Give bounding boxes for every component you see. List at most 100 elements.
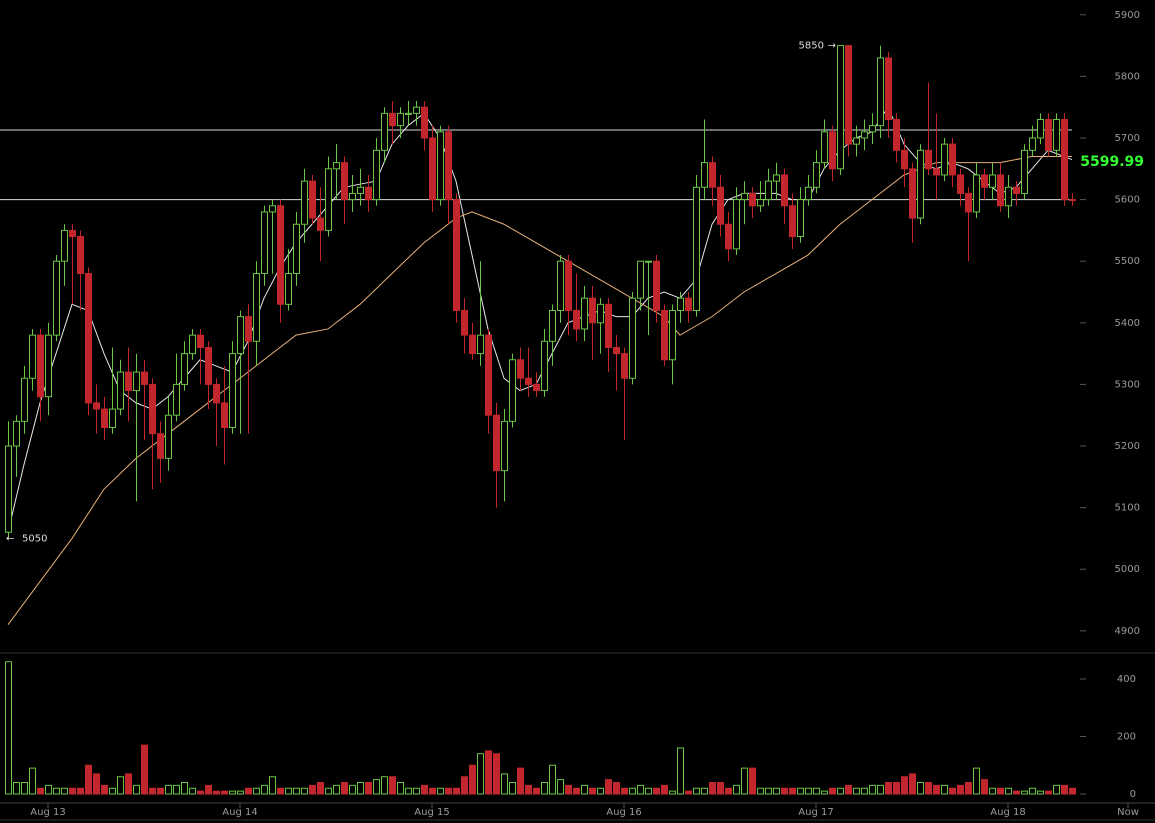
volume-bar — [117, 776, 124, 795]
volume-bar — [517, 767, 524, 795]
candle-body — [157, 433, 164, 459]
candle-body — [733, 199, 740, 250]
candle-body — [1005, 186, 1012, 207]
candle-body — [589, 297, 596, 324]
candle-body — [45, 334, 52, 398]
candle-body — [485, 334, 492, 416]
volume-bar — [677, 747, 684, 795]
volume-bar — [5, 661, 12, 795]
candle-body — [261, 211, 268, 275]
candle-body — [373, 149, 380, 201]
candle-body — [909, 168, 916, 219]
candle-body — [965, 192, 972, 213]
volume-bar — [941, 784, 948, 795]
candle-body — [837, 45, 844, 170]
volume-bar — [957, 784, 964, 795]
volume-bar — [1061, 784, 1068, 795]
volume-bar — [717, 782, 724, 795]
candle-body — [901, 149, 908, 170]
x-tick-label: Aug 13 — [30, 807, 65, 818]
volume-bar — [861, 787, 868, 795]
candle-body — [933, 168, 940, 176]
y-tick-label: 5600 — [1115, 195, 1140, 206]
candle-body — [213, 383, 220, 404]
x-tick-label: Aug 18 — [990, 807, 1025, 818]
candle-body — [357, 186, 364, 194]
candle-body — [813, 162, 820, 188]
volume-bar — [565, 784, 572, 795]
volume-bar — [325, 787, 332, 795]
candle-body — [1013, 186, 1020, 194]
candle-body — [1021, 149, 1028, 194]
candle-body — [133, 371, 140, 392]
candle-body — [597, 303, 604, 324]
candle-body — [197, 334, 204, 348]
volume-bar — [581, 784, 588, 795]
candle-body — [613, 346, 620, 355]
volume-bar — [853, 787, 860, 795]
volume-bar — [989, 787, 996, 795]
candle-body — [501, 420, 508, 472]
candle-body — [573, 309, 580, 330]
candle-body — [141, 371, 148, 385]
volume-bar — [157, 787, 164, 795]
candle-body — [53, 260, 60, 336]
candle-body — [509, 359, 516, 422]
candle-body — [333, 162, 340, 170]
volume-bar — [597, 787, 604, 795]
volume-bar — [765, 787, 772, 795]
volume-bar — [949, 787, 956, 795]
volume-bar — [341, 782, 348, 795]
candle-body — [101, 408, 108, 429]
volume-bar — [901, 776, 908, 795]
candle-body — [173, 383, 180, 416]
y-tick-label: 5800 — [1115, 71, 1140, 82]
candle-body — [293, 223, 300, 275]
volume-bar — [1069, 787, 1076, 795]
candle-body — [925, 149, 932, 170]
volume-bar — [101, 784, 108, 795]
candle-body — [29, 334, 36, 379]
volume-bar — [229, 790, 236, 795]
candle-body — [405, 112, 412, 115]
volume-bar — [197, 790, 204, 795]
volume-bar — [613, 782, 620, 795]
volume-bar — [493, 753, 500, 795]
candle-body — [117, 371, 124, 410]
volume-bar — [1013, 790, 1020, 795]
volume-bar — [773, 787, 780, 795]
candle-body — [565, 260, 572, 311]
volume-bar — [1045, 790, 1052, 795]
volume-bar — [637, 784, 644, 795]
volume-bar — [869, 784, 876, 795]
volume-bar — [53, 787, 60, 795]
candle-body — [1029, 137, 1036, 151]
volume-bar — [701, 787, 708, 795]
volume-bar — [685, 790, 692, 795]
volume-bar — [981, 779, 988, 795]
annotation-text: 5050 — [22, 533, 47, 544]
candle-body — [645, 260, 652, 263]
candle-body — [885, 57, 892, 121]
candle-body — [853, 137, 860, 145]
candle-body — [525, 377, 532, 385]
volume-bar — [837, 787, 844, 795]
volume-bar — [485, 750, 492, 795]
volume-bar — [925, 782, 932, 795]
volume-bar — [885, 782, 892, 795]
volume-bar — [349, 784, 356, 795]
volume-bar — [61, 787, 68, 795]
candle-body — [229, 353, 236, 429]
volume-bar — [965, 782, 972, 795]
candle-body — [13, 420, 20, 447]
volume-tick-label: 400 — [1117, 674, 1136, 685]
candle-body — [725, 223, 732, 250]
volume-bar — [413, 787, 420, 795]
volume-bar — [125, 773, 132, 795]
candle-body — [1069, 199, 1076, 202]
candle-body — [1061, 119, 1068, 201]
volume-bar — [37, 787, 44, 795]
volume-bar — [165, 784, 172, 795]
volume-bar — [389, 776, 396, 795]
volume-bar — [13, 782, 20, 795]
